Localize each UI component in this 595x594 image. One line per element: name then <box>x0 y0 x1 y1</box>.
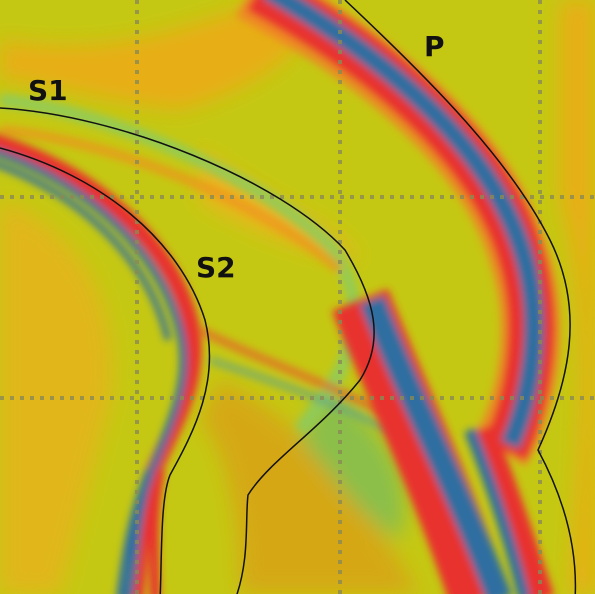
s1-bands <box>0 93 412 444</box>
p-front <box>344 0 577 594</box>
wave-label: S2 <box>196 251 236 284</box>
wave-label: S1 <box>28 74 68 107</box>
wave-label: P <box>424 30 445 63</box>
front-curves <box>0 0 577 594</box>
s1-front <box>0 107 375 594</box>
s2-front <box>0 147 211 594</box>
